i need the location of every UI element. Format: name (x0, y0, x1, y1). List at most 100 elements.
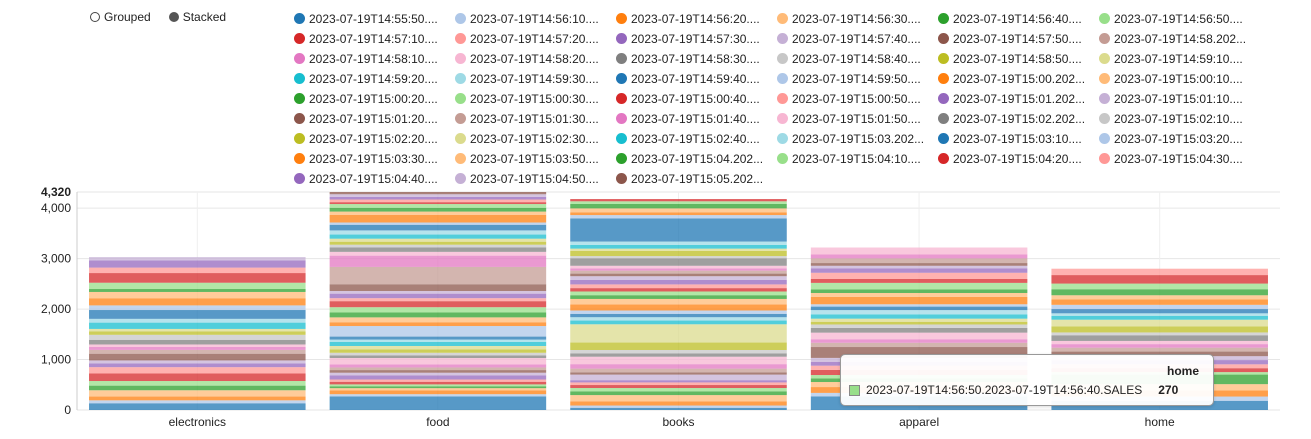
bar-segment[interactable] (570, 349, 787, 354)
bar-segment[interactable] (1051, 351, 1268, 357)
bar-segment[interactable] (89, 331, 306, 335)
bar-segment[interactable] (1051, 295, 1268, 300)
bar-segment[interactable] (570, 199, 787, 202)
legend-item[interactable]: 2023-07-19T14:57:20.... (455, 30, 616, 47)
bar-segment[interactable] (89, 305, 306, 311)
legend-item[interactable]: 2023-07-19T14:58:20.... (455, 50, 616, 67)
legend-item[interactable]: 2023-07-19T15:01:10.... (1099, 90, 1260, 107)
legend-item[interactable]: 2023-07-19T14:59:50.... (777, 70, 938, 87)
bar-segment[interactable] (1051, 344, 1268, 348)
bar-segment[interactable] (1051, 347, 1268, 352)
legend-item[interactable]: 2023-07-19T15:01:20.... (294, 110, 455, 127)
legend-item[interactable]: 2023-07-19T15:02:30.... (455, 130, 616, 147)
bar-segment[interactable] (329, 293, 547, 299)
bar-segment[interactable] (570, 385, 787, 389)
bar-segment[interactable] (89, 260, 306, 268)
bar-segment[interactable] (329, 204, 547, 208)
bar-segment[interactable] (570, 295, 787, 299)
legend-item[interactable]: 2023-07-19T14:59:40.... (616, 70, 777, 87)
legend-item[interactable]: 2023-07-19T15:00:30.... (455, 90, 616, 107)
bar-segment[interactable] (570, 208, 787, 213)
bar-segment[interactable] (570, 248, 787, 251)
legend-item[interactable]: 2023-07-19T14:57:10.... (294, 30, 455, 47)
bar-segment[interactable] (329, 196, 547, 200)
bar-segment[interactable] (570, 407, 787, 410)
bar-segment[interactable] (89, 267, 306, 274)
bar-segment[interactable] (329, 317, 547, 323)
legend-item[interactable]: 2023-07-19T15:00:50.... (777, 90, 938, 107)
bar-segment[interactable] (1051, 309, 1268, 314)
bar-segment[interactable] (570, 270, 787, 274)
legend-item[interactable]: 2023-07-19T14:56:30.... (777, 10, 938, 27)
bar-segment[interactable] (810, 318, 1028, 322)
bar-segment[interactable] (570, 395, 787, 402)
bar-segment[interactable] (570, 288, 787, 292)
bar-segment[interactable] (329, 194, 547, 197)
legend-item[interactable]: 2023-07-19T15:00:10.... (1099, 70, 1260, 87)
bar-segment[interactable] (1051, 289, 1268, 296)
bar-segment[interactable] (570, 372, 787, 375)
bar-segment[interactable] (1051, 332, 1268, 336)
bar-segment[interactable] (810, 282, 1028, 290)
legend-item[interactable]: 2023-07-19T14:56:50.... (1099, 10, 1260, 27)
bar-segment[interactable] (89, 289, 306, 292)
bar-segment[interactable] (570, 380, 787, 383)
bar-segment[interactable] (329, 388, 547, 391)
bar-segment[interactable] (329, 214, 547, 223)
legend-item[interactable]: 2023-07-19T15:03.202... (777, 130, 938, 147)
bar-segment[interactable] (570, 401, 787, 406)
bar-segment[interactable] (570, 215, 787, 219)
bar-segment[interactable] (329, 390, 547, 395)
legend-item[interactable]: 2023-07-19T14:58:10.... (294, 50, 455, 67)
bar-segment[interactable] (1051, 304, 1268, 310)
bar-segment[interactable] (570, 201, 787, 204)
bar-segment[interactable] (810, 254, 1028, 259)
legend-item[interactable]: 2023-07-19T15:04.202... (616, 150, 777, 167)
bar-segment[interactable] (810, 314, 1028, 319)
bar-segment[interactable] (570, 320, 787, 325)
legend-item[interactable]: 2023-07-19T14:55:50.... (294, 10, 455, 27)
bar-segment[interactable] (570, 268, 787, 271)
bar-segment[interactable] (89, 385, 306, 391)
bar-segment[interactable] (89, 257, 306, 261)
legend-item[interactable]: 2023-07-19T15:03:10.... (938, 130, 1099, 147)
bar-segment[interactable] (1051, 283, 1268, 290)
bar-segment[interactable] (570, 244, 787, 249)
bar-segment[interactable] (329, 234, 547, 239)
legend-item[interactable]: 2023-07-19T15:00:20.... (294, 90, 455, 107)
bar-segment[interactable] (570, 382, 787, 386)
bar-segment[interactable] (570, 265, 787, 269)
bar-segment[interactable] (810, 258, 1028, 264)
legend-item[interactable]: 2023-07-19T14:58:50.... (938, 50, 1099, 67)
legend-item[interactable]: 2023-07-19T15:03:20.... (1099, 130, 1260, 147)
bar-segment[interactable] (329, 251, 547, 256)
bar-segment[interactable] (329, 386, 547, 389)
legend-item[interactable]: 2023-07-19T15:04:30.... (1099, 150, 1260, 167)
bar-segment[interactable] (810, 272, 1028, 279)
bar-segment[interactable] (810, 265, 1028, 269)
bar-segment[interactable] (570, 218, 787, 242)
bar-segment[interactable] (89, 349, 306, 354)
bar-segment[interactable] (329, 266, 547, 285)
bar-segment[interactable] (1051, 340, 1268, 345)
bar-segment[interactable] (329, 241, 547, 245)
bar-segment[interactable] (89, 328, 306, 332)
bar-segment[interactable] (570, 258, 787, 266)
bar-segment[interactable] (1051, 335, 1268, 341)
bar-segment[interactable] (89, 353, 306, 361)
legend-item[interactable]: 2023-07-19T15:03:30.... (294, 150, 455, 167)
bar-segment[interactable] (570, 304, 787, 311)
legend-item[interactable]: 2023-07-19T15:02:20.... (294, 130, 455, 147)
legend-item[interactable]: 2023-07-19T15:04:20.... (938, 150, 1099, 167)
bar-segment[interactable] (89, 298, 306, 306)
bar-segment[interactable] (810, 306, 1028, 311)
bar-segment[interactable] (89, 346, 306, 350)
bar-segment[interactable] (570, 279, 787, 285)
bar-segment[interactable] (570, 374, 787, 381)
bar-segment[interactable] (329, 355, 547, 359)
bar-segment[interactable] (570, 241, 787, 245)
legend-item[interactable]: 2023-07-19T15:04:40.... (294, 170, 455, 187)
bar-segment[interactable] (1051, 319, 1268, 327)
bar-segment[interactable] (570, 353, 787, 357)
bar-segment[interactable] (89, 373, 306, 382)
